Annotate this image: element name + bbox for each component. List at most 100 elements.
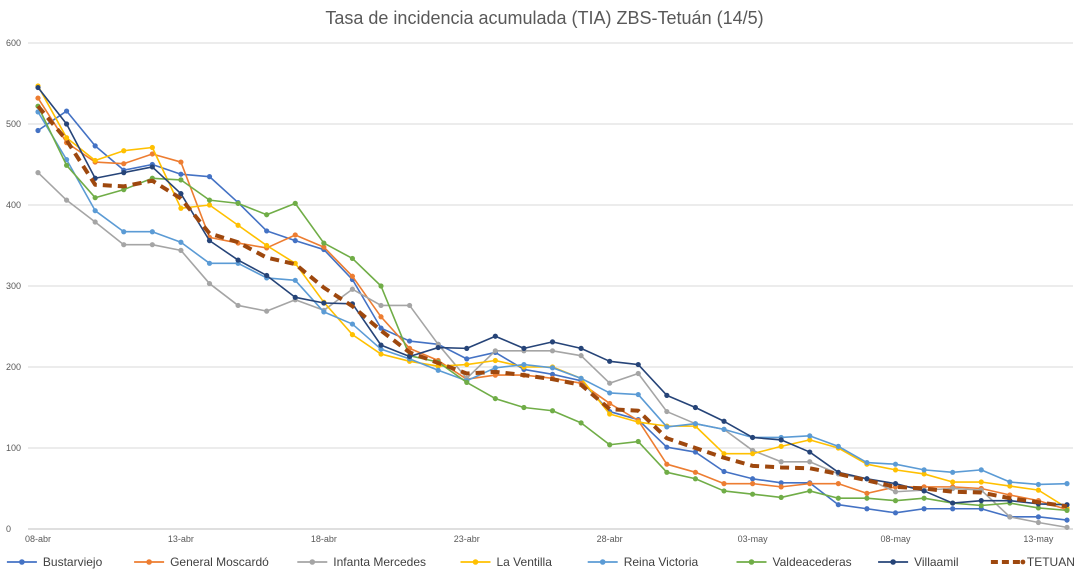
data-point [749,451,756,457]
series-line [37,105,1068,512]
data-point [721,468,727,475]
data-point [406,338,413,344]
data-point [778,459,784,465]
legend-label: Infanta Mercedes [333,555,426,569]
data-point [349,321,356,327]
data-point [835,481,841,487]
data-point [578,420,584,426]
data-point [521,404,527,411]
x-tick-label: 13-abr [168,534,194,544]
data-point [435,367,441,373]
data-point [749,481,756,487]
legend-marker [146,559,152,565]
data-point [607,390,613,396]
data-point [664,469,670,475]
data-point [349,273,356,279]
data-point [835,502,841,508]
data-point [92,157,98,164]
data-point [378,342,384,348]
data-point [464,361,470,368]
data-point [206,202,213,208]
y-tick-label: 600 [6,38,21,48]
data-point [378,314,384,320]
x-tick-label: 08-may [880,534,911,544]
data-point [121,170,127,176]
data-point [692,449,699,455]
data-point [607,380,613,386]
data-point [778,494,784,501]
data-point [892,489,899,495]
data-point [807,481,813,487]
data-point [921,495,927,501]
data-point [807,459,813,465]
data-point [721,426,727,432]
data-point [778,480,784,486]
data-point [121,229,127,235]
data-point [235,200,241,206]
data-point [321,240,327,246]
data-point [978,467,984,473]
data-point [63,162,70,168]
data-point [664,461,670,467]
data-point [121,242,127,248]
data-point [721,451,727,457]
data-point [35,95,41,101]
x-tick-label: 08-abr [25,534,51,544]
data-point [1007,514,1013,520]
data-point [549,408,556,414]
data-point [664,424,670,430]
data-point [63,121,70,127]
data-point [378,351,384,357]
data-point [664,392,670,398]
data-point [35,127,41,134]
data-point [92,195,98,201]
data-point [178,191,184,197]
data-point [978,479,984,485]
data-point [464,379,470,385]
data-point [63,135,70,141]
y-tick-label: 400 [6,200,21,210]
data-point [635,438,641,445]
data-point [92,219,98,225]
series-line [37,110,1068,521]
data-point [921,488,927,494]
data-point [206,280,213,287]
data-point [63,197,70,203]
data-point [692,476,699,482]
data-point [292,238,298,244]
data-point [264,228,270,234]
data-point [635,370,641,377]
legend-label: Villaamil [914,555,958,569]
data-point [292,294,298,300]
data-point [578,375,584,381]
y-tick-label: 100 [6,443,21,453]
data-point [692,469,699,475]
data-point [778,437,784,443]
data-point [492,357,498,364]
legend-marker [472,559,479,565]
data-point [121,161,127,167]
data-point [864,459,870,466]
data-point [406,302,413,309]
data-point [921,506,927,512]
data-point [607,358,613,364]
data-point [864,490,870,496]
data-point [378,346,384,352]
data-point [1007,479,1013,485]
data-point [892,498,899,504]
data-point [149,144,155,151]
data-point [1035,514,1042,520]
data-point [378,283,384,289]
data-point [950,506,956,512]
data-point [406,353,413,360]
data-point [578,345,584,351]
data-point [121,148,127,154]
data-point [349,286,356,292]
data-point [950,479,956,485]
data-point [349,332,356,338]
data-point [892,467,899,473]
legend-marker [748,559,755,565]
x-tick-label: 28-abr [597,534,623,544]
data-point [807,488,813,494]
